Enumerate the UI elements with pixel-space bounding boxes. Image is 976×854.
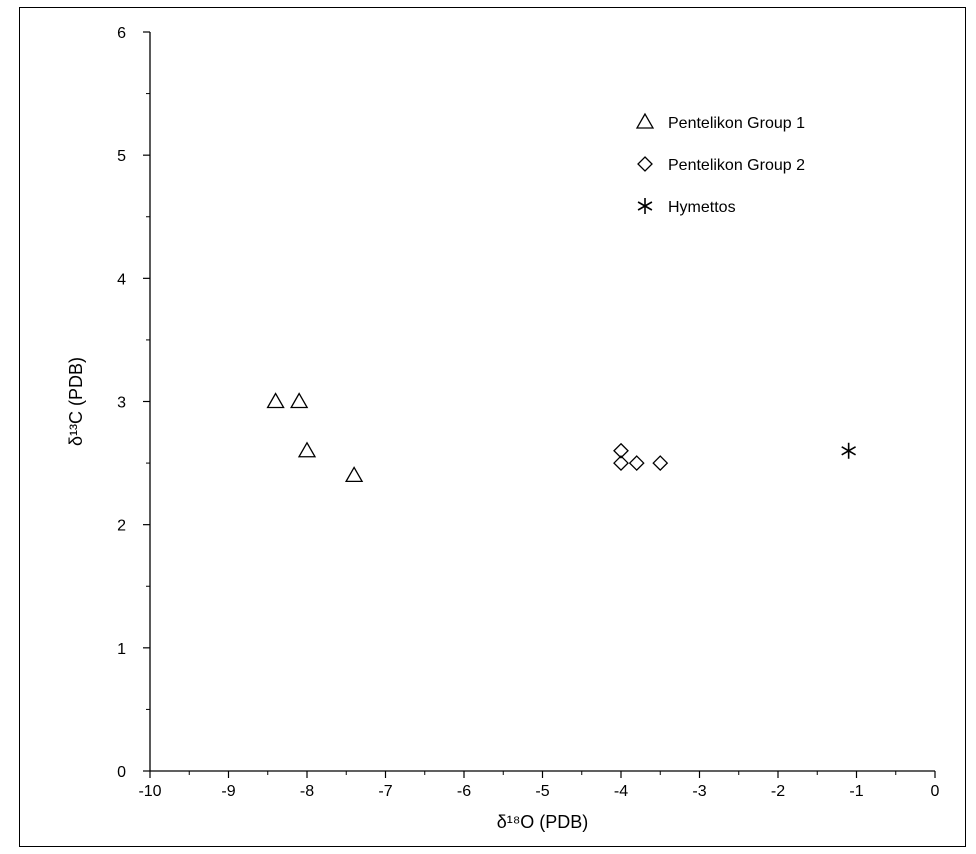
y-tick-label: 0: [117, 764, 126, 781]
x-tick-label: -8: [300, 783, 314, 800]
x-tick-label: -6: [457, 783, 471, 800]
y-tick-label: 2: [117, 518, 126, 535]
x-tick-label: -4: [614, 783, 628, 800]
data-point-triangle: [297, 441, 317, 458]
data-point-diamond: [628, 455, 645, 472]
x-tick-label: -10: [138, 783, 161, 800]
legend: Pentelikon Group 1 Pentelikon Group 2 Hyme…: [635, 112, 805, 216]
data-point-diamond: [652, 455, 669, 472]
data-point-diamond: [613, 442, 629, 459]
x-tick-label: -9: [221, 783, 235, 800]
axes: [149, 32, 935, 772]
asterisk-stroke: [637, 201, 653, 211]
y-tick-label: 6: [117, 25, 126, 42]
legend-marker-diamond: [637, 156, 653, 172]
x-tick-label: -7: [378, 783, 392, 800]
data-point-triangle: [290, 392, 309, 409]
y-tick-label: 4: [117, 271, 126, 288]
x-tick-label: -3: [692, 783, 706, 800]
x-tick-label: 0: [931, 783, 940, 800]
data-points: [266, 392, 856, 483]
y-axis-label: δ¹³C (PDB): [66, 357, 86, 446]
data-point-diamond: [613, 455, 629, 472]
legend-marker-triangle: [635, 112, 655, 129]
x-axis-label: δ¹⁸O (PDB): [497, 812, 589, 832]
y-tick-label: 3: [117, 395, 126, 412]
y-tick-label: 5: [117, 148, 126, 165]
data-point-asterisk: [841, 442, 856, 459]
legend-label: Pentelikon Group 1: [668, 115, 805, 132]
data-point-triangle: [344, 466, 364, 483]
legend-label: Pentelikon Group 2: [668, 157, 805, 174]
asterisk-stroke: [841, 446, 856, 456]
data-point-triangle: [266, 392, 285, 409]
x-tick-label: -5: [535, 783, 549, 800]
figure-frame: -10 -9 -8 -7 -6 -5 -4 -3 -2 -1 0 0 1 2 3 4 5 6 Pentelikon…: [19, 7, 966, 847]
legend-label: Hymettos: [668, 199, 736, 216]
x-tick-label: -2: [771, 783, 785, 800]
y-tick-label: 1: [117, 641, 126, 658]
x-tick-label: -1: [849, 783, 863, 800]
legend-marker-asterisk: [637, 198, 653, 214]
